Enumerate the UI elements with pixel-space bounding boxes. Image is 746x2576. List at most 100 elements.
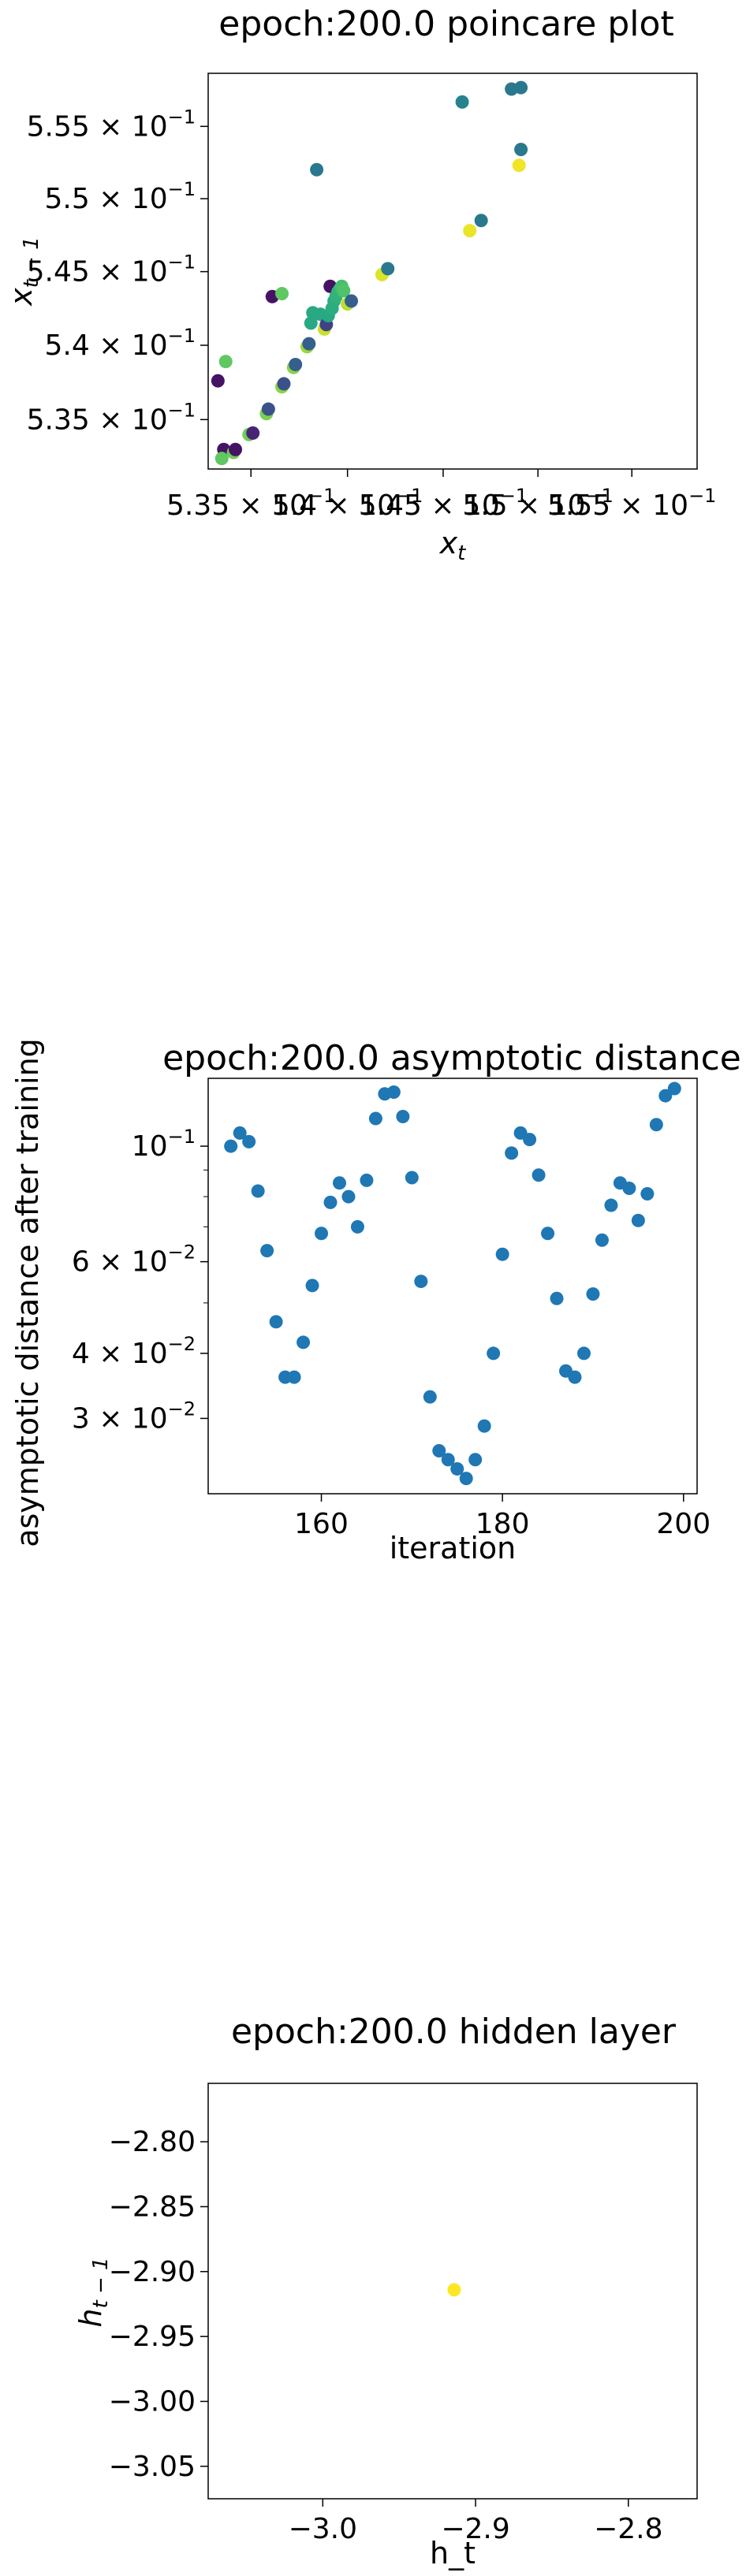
hidden-layer-y-tick-label: −2.80 [109,2126,196,2158]
asymptotic-y-tick-label: 3 × 10−2 [72,1398,196,1435]
asymptotic-point [341,1189,356,1204]
asymptotic-point [658,1089,673,1103]
poincare-point [514,80,528,95]
asymptotic-y-tick-label: 10−1 [132,1126,196,1163]
hidden-layer-plot-frame [207,2083,698,2500]
hidden-layer-x-ticks: −3.0 −2.9 −2.8 [289,2499,663,2545]
asymptotic-point [287,1370,301,1384]
asymptotic-point [622,1182,636,1196]
poincare-point [381,262,395,276]
asymptotic-point [332,1176,346,1190]
poincare-y-tick-label: 5.55 × 10−1 [27,106,196,143]
poincare-point [246,426,260,440]
asymptotic-point [468,1453,483,1467]
asymptotic-point [368,1111,382,1126]
poincare-point [310,162,324,177]
asymptotic-point [350,1219,364,1234]
poincare-point [463,224,477,238]
hidden-layer-x-label: h_t [430,2536,476,2570]
poincare-y-tick-label: 5.4 × 10−1 [44,325,196,362]
poincare-point [512,158,526,173]
asymptotic-x-tick-label: 160 [294,1508,349,1540]
poincare-y-tick-label: 5.35 × 10−1 [27,399,196,436]
asymptotic-x-tick-label: 200 [656,1508,711,1540]
asymptotic-point [595,1233,609,1247]
asymptotic-point [667,1081,681,1096]
asymptotic-point [505,1146,519,1160]
poincare-point [275,287,289,301]
poincare-x-tick-label: 5.35 × 10−1 [166,485,335,522]
poincare-points [211,80,528,466]
asymptotic-point [432,1443,446,1457]
asymptotic-point [297,1335,311,1349]
poincare-x-tick-label: 5.55 × 10−1 [547,485,716,522]
poincare-point [261,402,275,416]
asymptotic-title: epoch:200.0 asymptotic distance [162,1038,741,1078]
asymptotic-point [631,1213,645,1227]
asymptotic-point [260,1244,274,1258]
asymptotic-point [360,1173,374,1187]
asymptotic-point [405,1171,419,1185]
hidden-layer-y-tick-label: −2.90 [109,2256,196,2288]
asymptotic-y-tick-label: 6 × 10−2 [72,1241,196,1279]
poincare-x-tick-label: 5.5 × 10−1 [462,485,614,522]
poincare-chart: epoch:200.0 poincare plot 5.35 × 10−15.4… [4,4,716,565]
hidden-layer-x-tick-label: −2.9 [441,2513,509,2545]
asymptotic-point [568,1370,582,1384]
asymptotic-point [269,1315,283,1329]
asymptotic-chart: epoch:200.0 asymptotic distance 10−1 6 × … [10,1038,741,1565]
poincare-plot-frame [207,73,698,470]
poincare-point [229,442,243,456]
asymptotic-point [532,1168,546,1182]
asymptotic-point [576,1346,591,1361]
hidden-layer-points [447,2283,461,2297]
asymptotic-point [487,1346,501,1361]
asymptotic-points [224,1081,681,1486]
asymptotic-point [586,1287,600,1301]
asymptotic-x-ticks: 160 180 200 [294,1494,711,1540]
poincare-y-ticks: 5.35 × 10−1 5.4 × 10−1 5.45 × 10−1 5.5 × 10… [27,106,208,436]
poincare-point [455,95,469,109]
poincare-y-tick-label: 5.45 × 10−1 [27,251,196,288]
hidden-layer-y-label: ht − 1 [73,2257,113,2327]
asymptotic-point [233,1126,247,1140]
poincare-y-tick-label: 5.5 × 10−1 [44,178,196,215]
poincare-point [304,316,318,330]
hidden-layer-y-tick-label: −3.05 [109,2451,196,2483]
poincare-point [302,337,316,351]
asymptotic-point [396,1109,410,1123]
asymptotic-point [242,1134,256,1148]
poincare-point [218,355,233,369]
hidden-layer-x-tick-label: −3.0 [289,2513,357,2545]
asymptotic-point [305,1279,319,1293]
poincare-x-ticks: 5.35 × 10−15.4 × 10−15.45 × 10−15.5 × 10… [166,469,716,522]
poincare-point [277,377,291,391]
asymptotic-point [323,1195,338,1209]
asymptotic-y-tick-label: 4 × 10−2 [72,1333,196,1370]
asymptotic-point [459,1472,473,1486]
poincare-x-tick-label: 5.4 × 10−1 [272,485,423,522]
hidden-layer-title: epoch:200.0 hidden layer [231,2012,677,2052]
asymptotic-point [640,1187,655,1201]
asymptotic-point [649,1118,663,1132]
poincare-x-tick-label: 5.45 × 10−1 [359,485,528,522]
hidden-layer-x-tick-label: −2.8 [594,2513,662,2545]
asymptotic-point [495,1247,509,1261]
asymptotic-plot-frame [207,1078,698,1495]
poincare-title: epoch:200.0 poincare plot [218,4,673,44]
poincare-point [211,374,225,388]
asymptotic-point [386,1085,401,1100]
poincare-x-label: xt [439,526,467,565]
asymptotic-point [441,1453,455,1467]
asymptotic-point [315,1227,329,1241]
poincare-y-label: xt − 1 [4,236,43,307]
hidden-layer-y-tick-label: −3.00 [109,2385,196,2418]
poincare-point [214,452,229,466]
poincare-point [289,357,303,371]
hidden-layer-chart: epoch:200.0 hidden layer −2.80 −2.85 −2.90… [73,2012,698,2570]
poincare-point [337,284,351,298]
asymptotic-point [523,1133,537,1147]
asymptotic-y-label: asymptotic distance after training [10,1038,45,1547]
asymptotic-point [251,1184,265,1198]
